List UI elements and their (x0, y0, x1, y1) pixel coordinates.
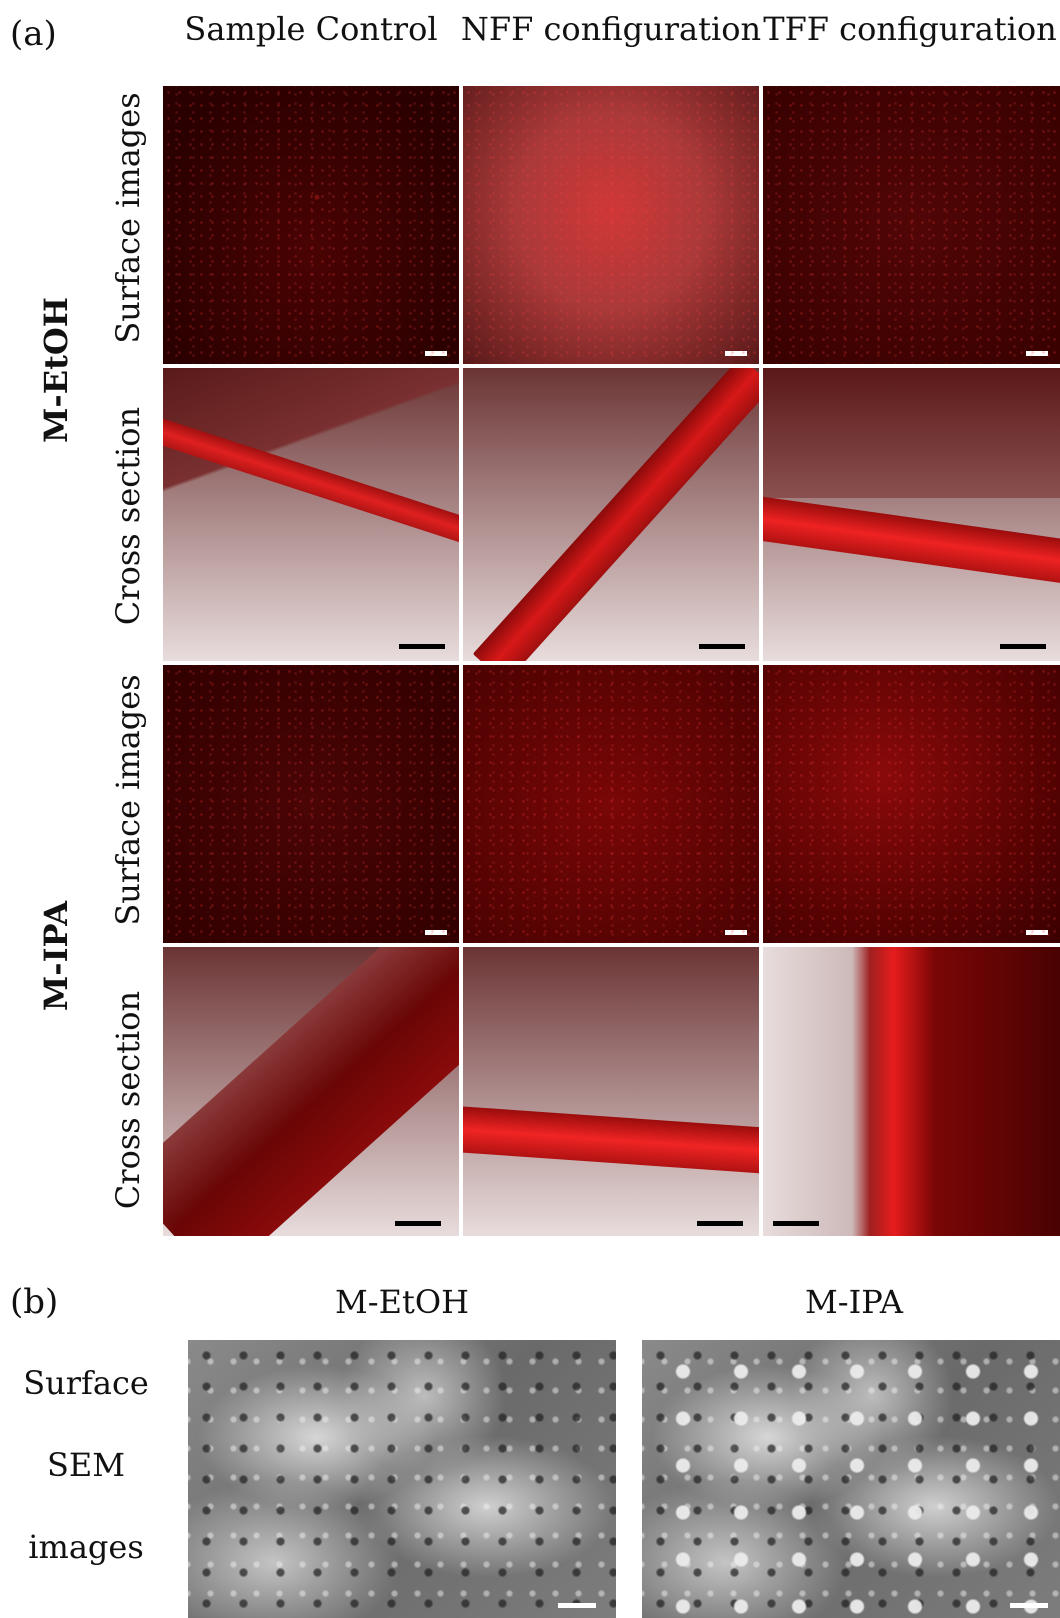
image-ipa-cross-nff (463, 947, 759, 1236)
image-etoh-surface-nff (463, 86, 759, 364)
scale-bar (725, 351, 747, 356)
scale-bar (1000, 644, 1046, 649)
scale-bar (558, 1603, 596, 1608)
image-etoh-cross-control (163, 368, 459, 661)
sem-side-label-2: SEM (46, 1446, 126, 1484)
scale-bar (699, 644, 745, 649)
image-etoh-cross-tff (763, 368, 1060, 661)
row-label-surface-etoh: Surface images (109, 92, 147, 344)
scale-bar (425, 351, 447, 356)
image-ipa-surface-nff (463, 665, 759, 943)
image-ipa-surface-tff (763, 665, 1060, 943)
group-label-m-etoh: M-EtOH (37, 297, 75, 443)
scale-bar (425, 930, 447, 935)
image-etoh-surface-control (163, 86, 459, 364)
membrane-band (472, 368, 759, 661)
sem-column-header-etoh: M-EtOH (335, 1283, 469, 1321)
scale-bar (1026, 930, 1048, 935)
membrane-band (463, 1105, 759, 1175)
sem-image-ipa (642, 1340, 1060, 1618)
image-ipa-surface-control (163, 665, 459, 943)
membrane-band (163, 947, 459, 1236)
image-etoh-cross-nff (463, 368, 759, 661)
column-header-sample-control: Sample Control (184, 10, 438, 48)
image-etoh-surface-tff (763, 86, 1060, 364)
row-label-cross-etoh: Cross section (109, 406, 147, 626)
scale-bar (1026, 351, 1048, 356)
sem-side-label-1: Surface (23, 1364, 149, 1402)
row-label-cross-ipa: Cross section (109, 990, 147, 1210)
membrane-band (763, 495, 1060, 585)
group-label-m-ipa: M-IPA (37, 900, 75, 1012)
scale-bar (697, 1221, 743, 1226)
scale-bar (773, 1221, 819, 1226)
image-ipa-cross-control (163, 947, 459, 1236)
image-ipa-cross-tff (763, 947, 1060, 1236)
scale-bar (395, 1221, 441, 1226)
column-header-nff: NFF configuration (460, 10, 762, 48)
panel-b-label: (b) (10, 1282, 59, 1322)
micrograph-grid (163, 86, 1060, 1240)
scale-bar (399, 644, 445, 649)
sem-image-etoh (188, 1340, 616, 1618)
sem-column-header-ipa: M-IPA (805, 1283, 903, 1321)
scale-bar (725, 930, 747, 935)
column-header-tff: TFF configuration (763, 10, 1057, 48)
panel-a-label: (a) (10, 14, 57, 54)
sem-side-label-3: images (28, 1528, 144, 1566)
scale-bar (1010, 1603, 1048, 1608)
row-label-surface-ipa: Surface images (109, 674, 147, 926)
